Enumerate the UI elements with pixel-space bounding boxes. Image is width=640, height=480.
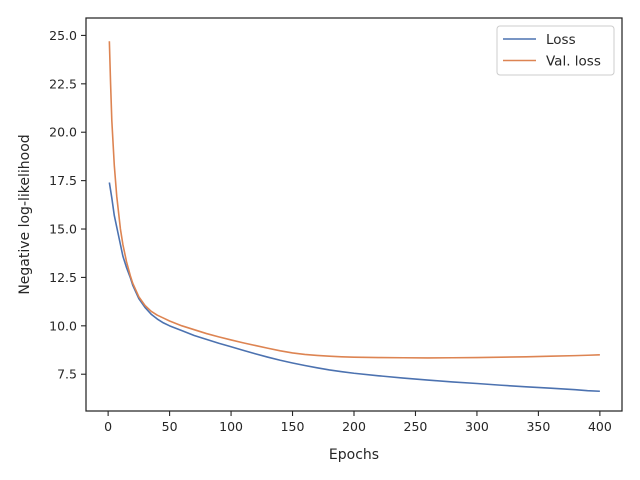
y-axis-ticks: 7.5 10.0 12.5 15.0 17.5 20.0 22.5 25.0 [49, 28, 86, 382]
y-tick-label: 17.5 [49, 173, 77, 188]
y-tick-label: 10.0 [49, 318, 77, 333]
series-layer [108, 41, 600, 393]
legend-label-val-loss: Val. loss [546, 54, 601, 70]
x-tick-label: 400 [588, 419, 612, 434]
y-axis-label: Negative log-likelihood [17, 134, 33, 294]
legend: Loss Val. loss [496, 25, 615, 76]
legend-label-loss: Loss [546, 32, 576, 48]
series-line-1 [108, 41, 600, 359]
y-tick-label: 25.0 [49, 28, 77, 43]
x-axis-ticks: 0 50 100 150 200 250 300 350 400 [104, 411, 612, 434]
y-tick-label: 15.0 [49, 222, 77, 237]
x-tick-label: 0 [104, 419, 112, 434]
x-tick-label: 300 [465, 419, 489, 434]
series-line-0 [108, 182, 600, 393]
x-tick-label: 100 [219, 419, 243, 434]
x-tick-label: 350 [526, 419, 550, 434]
x-tick-label: 50 [162, 419, 178, 434]
x-axis-label: Epochs [329, 447, 379, 463]
x-tick-label: 150 [281, 419, 305, 434]
y-tick-label: 20.0 [49, 125, 77, 140]
y-tick-label: 22.5 [49, 76, 77, 91]
x-tick-label: 250 [404, 419, 428, 434]
y-tick-label: 7.5 [57, 367, 77, 382]
y-tick-label: 12.5 [49, 270, 77, 285]
x-tick-label: 200 [342, 419, 366, 434]
